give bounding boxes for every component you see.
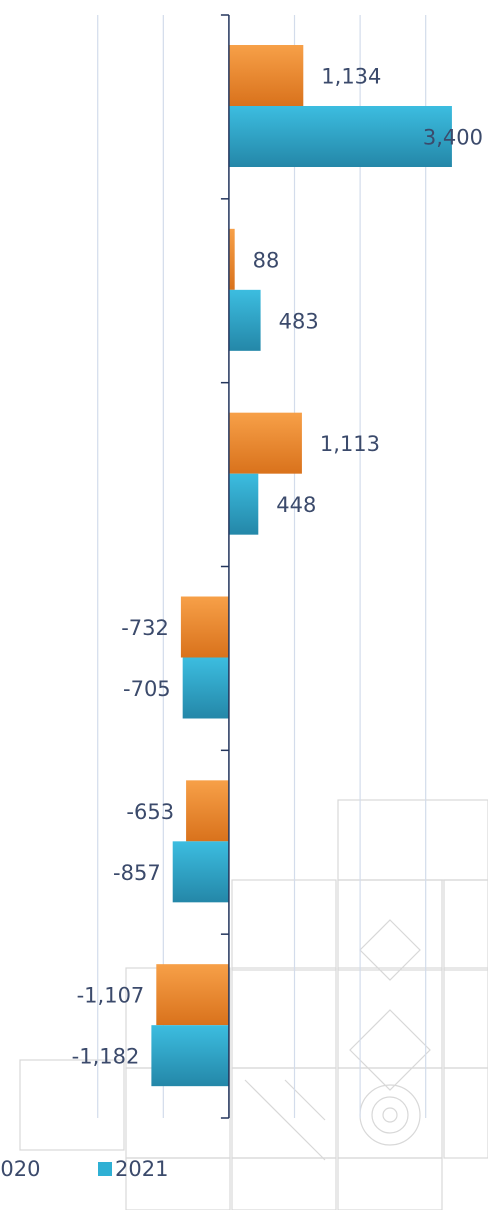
data-label: 1,134 — [321, 65, 381, 89]
data-label: 1,113 — [320, 432, 380, 456]
data-label: 3,400 — [423, 126, 483, 150]
data-label: -857 — [113, 861, 161, 885]
bar — [172, 841, 229, 903]
bar — [228, 289, 261, 351]
data-label: -1,107 — [77, 984, 145, 1008]
legend-swatch — [98, 1162, 112, 1176]
data-label: 483 — [279, 309, 319, 333]
bar — [180, 596, 229, 658]
bar — [228, 45, 304, 106]
data-label: 88 — [253, 248, 280, 272]
data-label: -705 — [123, 677, 171, 701]
bar — [228, 106, 452, 167]
data-label: -1,182 — [72, 1045, 140, 1069]
bar — [186, 780, 229, 842]
data-label: 448 — [276, 493, 316, 517]
data-label: -732 — [121, 616, 169, 640]
bar — [156, 964, 229, 1026]
bar — [151, 1025, 229, 1087]
bar — [182, 657, 229, 719]
legend-label: 2021 — [115, 1157, 168, 1181]
background-pattern — [19, 799, 488, 1210]
bar — [228, 412, 302, 474]
bar — [228, 228, 235, 290]
data-label: -653 — [126, 800, 174, 824]
bar — [228, 473, 259, 535]
